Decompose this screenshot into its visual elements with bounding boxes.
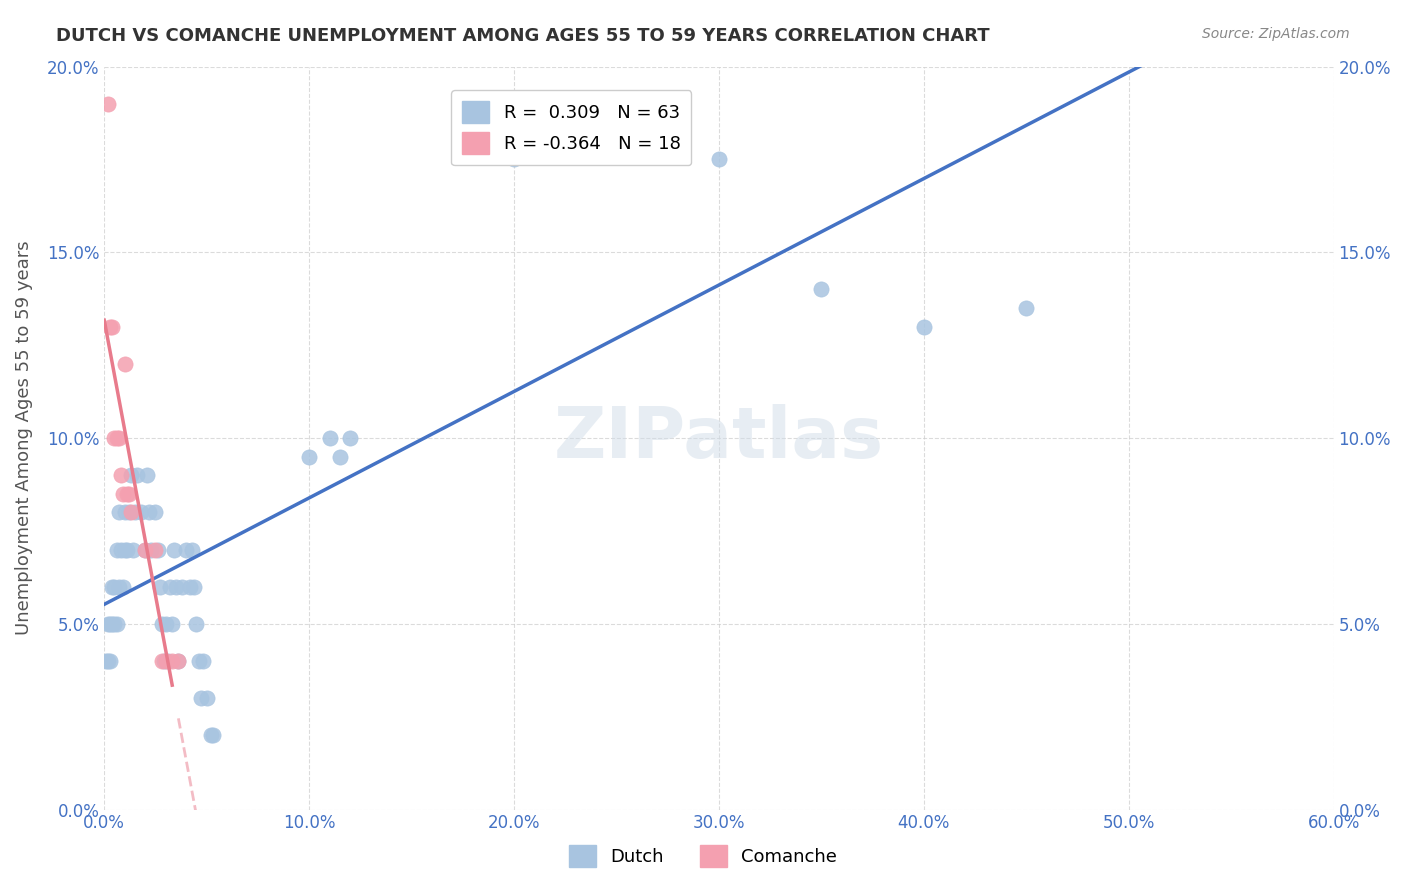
Point [114,357,136,371]
Point [97,654,120,668]
Point [155,616,177,631]
Point [124,505,146,519]
Point [159,580,181,594]
Point [101,616,124,631]
Point [329,450,352,464]
Point [103,616,125,631]
Point [707,153,730,167]
Point [150,654,173,668]
Point [155,654,177,668]
Point [195,691,218,706]
Point [107,431,129,445]
Point [156,654,179,668]
Point [100,654,122,668]
Point [120,505,142,519]
Point [339,431,361,445]
Point [146,542,169,557]
Point [160,616,183,631]
Point [183,580,205,594]
Point [179,580,201,594]
Point [160,654,183,668]
Point [101,580,124,594]
Point [912,319,935,334]
Point [605,134,627,148]
Point [111,580,134,594]
Point [145,505,167,519]
Point [190,691,212,706]
Point [148,580,170,594]
Point [115,487,138,501]
Point [298,450,321,464]
Point [187,654,209,668]
Point [1015,301,1038,315]
Point [110,468,132,483]
Text: Source: ZipAtlas.com: Source: ZipAtlas.com [1202,27,1350,41]
Point [97,96,120,111]
Point [105,616,128,631]
Point [101,319,124,334]
Point [186,616,208,631]
Text: DUTCH VS COMANCHE UNEMPLOYMENT AMONG AGES 55 TO 59 YEARS CORRELATION CHART: DUTCH VS COMANCHE UNEMPLOYMENT AMONG AGE… [56,27,990,45]
Point [172,580,194,594]
Point [110,542,132,557]
Text: ZIPatlas: ZIPatlas [554,403,884,473]
Point [167,654,190,668]
Point [105,431,128,445]
Legend: Dutch, Comanche: Dutch, Comanche [561,838,845,874]
Point [165,580,187,594]
Point [134,542,156,557]
Point [200,728,222,742]
Point [115,542,138,557]
Legend: R =  0.309   N = 63, R = -0.364   N = 18: R = 0.309 N = 63, R = -0.364 N = 18 [451,90,692,165]
Point [120,468,142,483]
Point [810,283,832,297]
Point [114,505,136,519]
Point [107,580,129,594]
Point [100,319,122,334]
Point [105,542,128,557]
Point [129,505,152,519]
Point [163,542,186,557]
Point [125,468,148,483]
Point [103,580,125,594]
Point [152,654,174,668]
Point [118,505,141,519]
Point [145,542,167,557]
Y-axis label: Unemployment Among Ages 55 to 59 years: Unemployment Among Ages 55 to 59 years [15,241,32,635]
Point [100,616,122,631]
Point [134,542,156,557]
Point [647,96,669,111]
Point [141,542,163,557]
Point [150,616,173,631]
Point [174,542,197,557]
Point [111,487,134,501]
Point [107,505,129,519]
Point [118,487,141,501]
Point [136,468,159,483]
Point [318,431,340,445]
Point [503,153,526,167]
Point [181,542,204,557]
Point [201,728,224,742]
Point [103,431,125,445]
Point [96,654,118,668]
Point [138,505,160,519]
Point [114,542,136,557]
Point [122,542,145,557]
Point [167,654,190,668]
Point [97,616,120,631]
Point [191,654,214,668]
